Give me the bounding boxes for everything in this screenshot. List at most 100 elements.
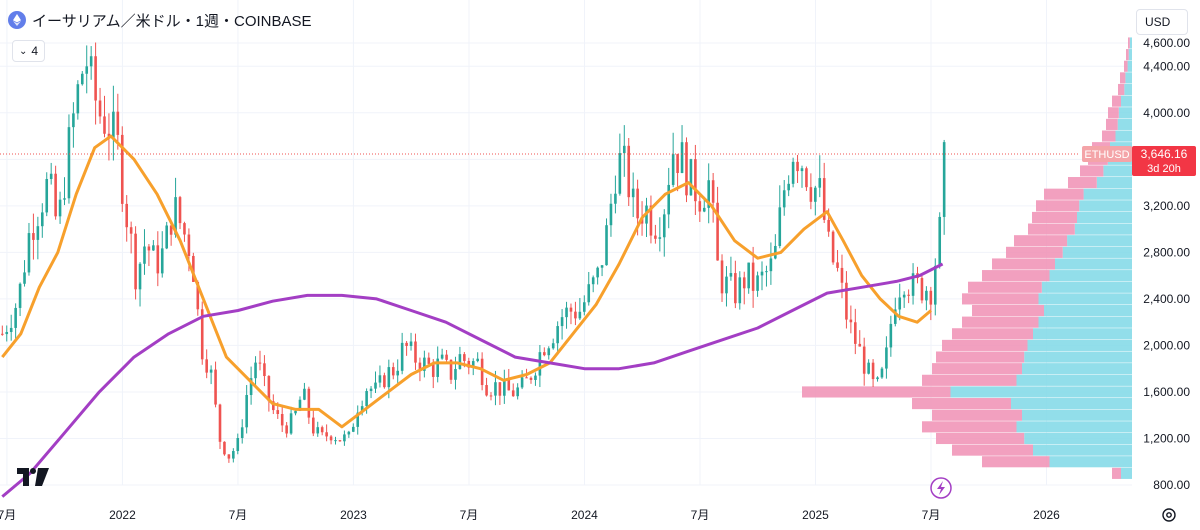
symbol-title: イーサリアム／米ドル・1週・COINBASE <box>32 12 312 30</box>
candle-body <box>369 388 373 392</box>
candle-body <box>480 358 484 386</box>
volume-profile-bar-down <box>922 421 1017 433</box>
candle-body <box>32 233 35 240</box>
candle-body <box>89 56 93 67</box>
last-price-box <box>1132 145 1196 176</box>
candle-body <box>791 161 795 184</box>
candle-body <box>907 294 910 296</box>
candle-body <box>94 56 97 101</box>
candle-body <box>654 235 657 239</box>
candle-body <box>325 432 328 437</box>
candle-body <box>329 436 333 441</box>
candle-body <box>560 317 564 327</box>
volume-profile-bar-up <box>1077 211 1132 224</box>
candle-body <box>178 197 182 224</box>
indicator-toggle-button[interactable]: ⌄ 4 <box>12 40 46 62</box>
candle-body <box>680 142 684 174</box>
candle-body <box>662 214 666 238</box>
candle-body <box>689 159 693 196</box>
volume-profile-bar-down <box>1006 246 1063 258</box>
candle-body <box>347 431 351 435</box>
volume-profile-bar-down <box>982 270 1050 282</box>
volume-profile-bar-down <box>968 281 1042 293</box>
volume-profile-bar-up <box>1055 258 1132 270</box>
candle-body <box>245 394 248 428</box>
candle-body <box>489 395 493 397</box>
candle-body <box>649 205 653 236</box>
gear-icon[interactable] <box>1160 506 1178 524</box>
volume-profile-bar-down <box>1120 72 1126 84</box>
candle-body <box>889 323 893 348</box>
candle-body <box>85 66 89 74</box>
candle-body <box>360 406 364 413</box>
candle-body <box>911 273 915 296</box>
candle-body <box>494 382 497 396</box>
candlestick-series <box>1 42 946 463</box>
candle-body <box>138 263 142 290</box>
candle-body <box>529 377 533 380</box>
volume-profile-bar-up <box>1027 339 1132 351</box>
candle-body <box>498 382 502 396</box>
last-price-symbol-box <box>1082 145 1132 162</box>
candle-body <box>822 178 826 220</box>
candle-body <box>436 358 439 377</box>
candle-body <box>294 410 297 414</box>
candle-body <box>565 307 568 318</box>
volume-profile-bar-down <box>1112 467 1121 479</box>
lightning-icon[interactable] <box>930 477 952 499</box>
volume-profile-bar-up <box>1033 328 1132 340</box>
candle-body <box>449 359 453 380</box>
volume-profile-bar-down <box>932 363 1022 375</box>
candle-body <box>574 311 577 319</box>
candle-body <box>476 358 479 362</box>
candle-body <box>778 207 782 246</box>
candle-body <box>156 245 160 274</box>
price-tick-label: 2,000.00 <box>1143 338 1190 352</box>
candle-body <box>676 154 679 174</box>
volume-profile-bar-down <box>1036 200 1080 212</box>
candle-body <box>933 265 937 305</box>
candle-body <box>72 113 75 128</box>
volume-profile-bar-up <box>1062 246 1132 258</box>
volume-profile-bar-up <box>1022 363 1132 375</box>
volume-profile-bar-up <box>1127 60 1132 72</box>
candle-body <box>769 258 773 272</box>
candle-body <box>587 284 591 303</box>
candle-body <box>152 245 155 251</box>
candle-body <box>711 180 715 203</box>
candle-body <box>756 275 759 291</box>
candle-body <box>849 319 853 323</box>
candle-body <box>67 127 71 199</box>
candle-body <box>236 438 240 452</box>
candle-body <box>578 311 582 319</box>
candle-body <box>227 454 231 459</box>
volume-profile-bar-up <box>1022 409 1132 421</box>
candle-body <box>192 255 195 282</box>
candle-body <box>734 273 737 304</box>
volume-profile-bar-down <box>1128 37 1130 49</box>
time-tick-label: 2025 <box>802 508 829 522</box>
volume-profile-bar-down <box>982 456 1050 468</box>
candle-body <box>471 361 475 368</box>
candle-body <box>551 343 555 349</box>
candle-body <box>129 227 133 234</box>
candle-body <box>525 377 528 379</box>
candle-body <box>263 363 266 377</box>
candle-body <box>147 246 151 251</box>
candle-body <box>880 368 884 378</box>
time-tick-label: 2022 <box>109 508 136 522</box>
volume-profile-bar-down <box>952 444 1033 456</box>
candle-body <box>809 187 813 202</box>
candle-body <box>600 265 604 268</box>
candle-body <box>27 233 31 273</box>
time-tick-label: 2023 <box>340 508 367 522</box>
candle-body <box>351 426 355 432</box>
volume-profile-bar-down <box>922 374 1017 386</box>
currency-label: USD <box>1145 15 1171 29</box>
volume-profile-bar-down <box>1028 223 1075 235</box>
chevron-down-icon: ⌄ <box>19 45 28 57</box>
currency-selector[interactable]: USD <box>1136 9 1188 35</box>
volume-profile-bar-down <box>1112 95 1121 107</box>
volume-profile-bar-down <box>972 304 1044 317</box>
